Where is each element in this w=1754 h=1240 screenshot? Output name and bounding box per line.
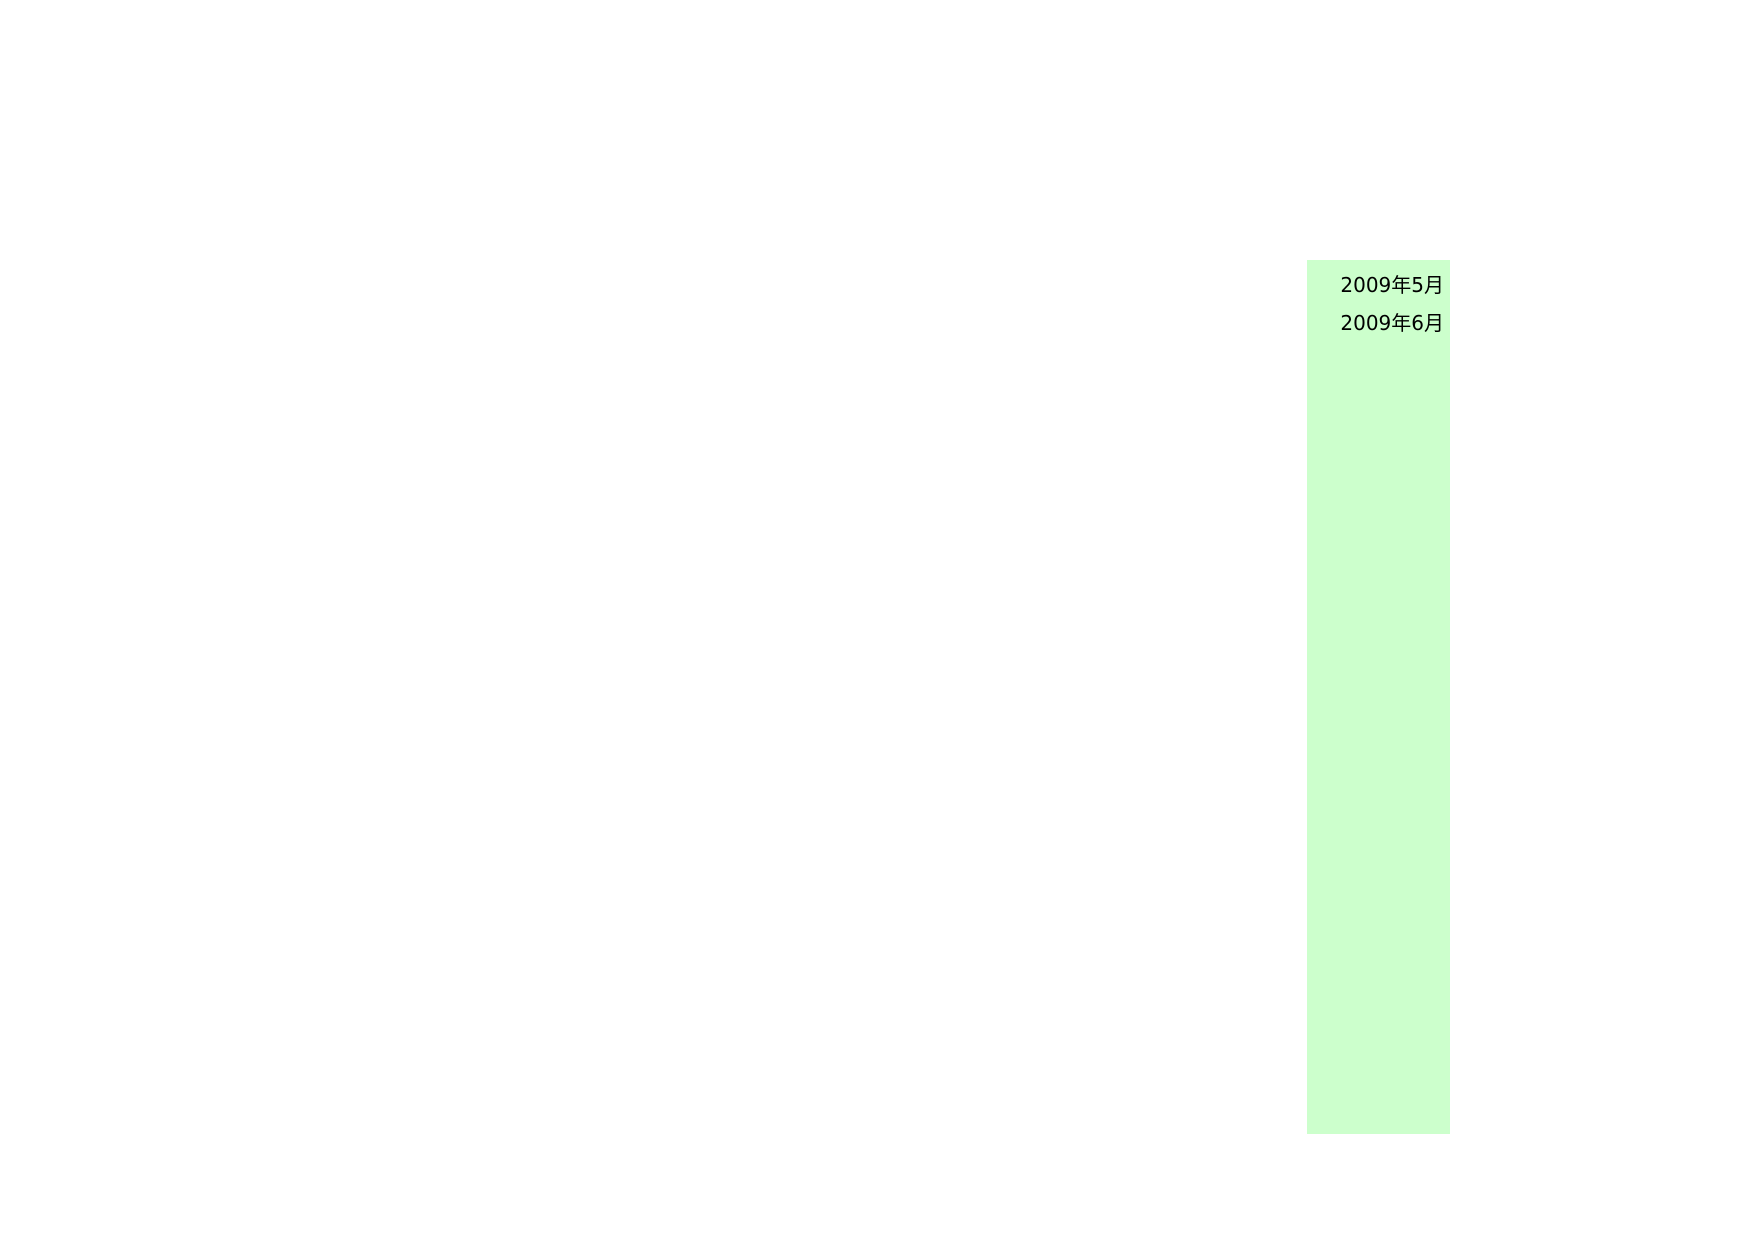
date-item[interactable]: 2009年6月 [1340,311,1444,335]
date-list-panel: 2009年5月 2009年6月 [1307,260,1450,1134]
date-item[interactable]: 2009年5月 [1340,273,1444,297]
